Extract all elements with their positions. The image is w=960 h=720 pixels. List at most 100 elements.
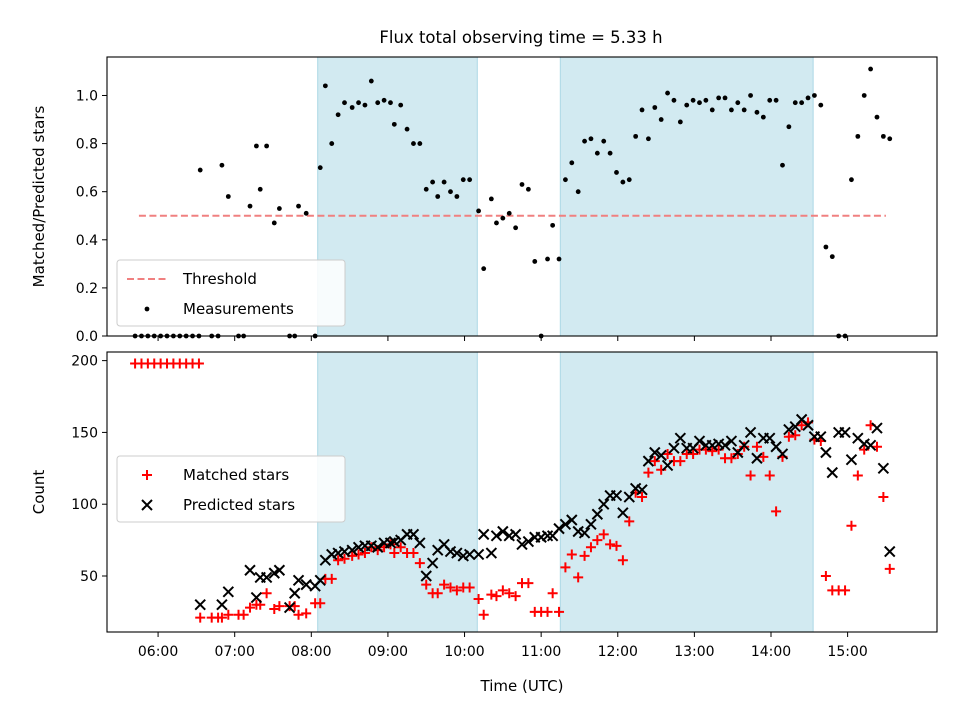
data-point — [408, 548, 419, 559]
data-point — [257, 186, 263, 192]
data-point — [569, 160, 575, 166]
data-point — [786, 124, 792, 130]
data-point — [760, 114, 766, 120]
x-tick-label: 09:00 — [368, 644, 408, 660]
y-tick-label: 0.4 — [76, 233, 98, 249]
top-panel-frame — [106, 56, 938, 337]
data-point — [707, 446, 718, 457]
data-point — [637, 492, 648, 503]
x-tick-label: 14:00 — [751, 644, 791, 660]
data-point — [668, 442, 680, 454]
data-point — [513, 225, 519, 231]
data-point — [805, 95, 811, 101]
data-point — [636, 484, 648, 496]
data-point — [780, 162, 785, 168]
data-point — [845, 453, 858, 466]
data-point — [342, 100, 347, 106]
data-point — [764, 432, 776, 444]
data-point — [216, 612, 227, 623]
data-point — [391, 121, 397, 127]
x-tick-label: 11:00 — [521, 644, 561, 660]
data-point — [366, 542, 377, 553]
data-point — [823, 244, 829, 250]
data-point — [559, 518, 572, 531]
y-tick-label: 0.6 — [76, 185, 98, 201]
x-tick-label: 15:00 — [827, 644, 867, 660]
data-point — [585, 518, 597, 531]
data-point — [839, 426, 851, 439]
data-point — [293, 609, 304, 620]
top-panel: 0.0 0.2 0.4 0.6 0.8 1.0 Matched/Predicted star… — [30, 56, 938, 345]
data-point — [497, 585, 508, 596]
y-tick-label: 0.8 — [76, 137, 98, 153]
data-point — [820, 571, 831, 581]
data-point — [661, 459, 674, 472]
data-point — [642, 455, 655, 467]
data-point — [473, 593, 484, 604]
data-point — [598, 498, 610, 510]
data-point — [573, 572, 584, 583]
data-point — [362, 102, 368, 108]
data-point — [799, 100, 805, 106]
legend-marker — [142, 470, 152, 480]
data-point — [776, 448, 789, 460]
data-point — [578, 527, 591, 539]
data-point — [655, 449, 667, 462]
data-point — [283, 601, 296, 614]
data-point — [516, 538, 528, 551]
data-point — [748, 93, 753, 98]
data-point — [605, 539, 616, 550]
data-point — [829, 254, 835, 260]
x-tick-label: 13:00 — [674, 644, 714, 660]
data-point — [289, 587, 301, 599]
data-point — [614, 170, 619, 175]
y-axis-label: Matched/Predicted stars — [30, 106, 48, 288]
data-point — [719, 439, 731, 452]
data-point — [411, 141, 416, 146]
data-point — [300, 578, 312, 591]
data-point — [880, 133, 886, 139]
data-point — [745, 470, 756, 481]
data-point — [500, 215, 506, 221]
data-point — [472, 548, 485, 561]
data-point — [250, 591, 263, 604]
data-point — [818, 102, 824, 108]
data-point — [194, 599, 206, 611]
data-point — [430, 179, 436, 185]
data-point — [754, 109, 760, 115]
x-tick-label: 12:00 — [598, 644, 638, 660]
data-point — [773, 97, 779, 103]
data-point — [735, 100, 741, 106]
data-point — [732, 448, 743, 459]
data-point — [815, 431, 827, 443]
data-point — [296, 203, 301, 209]
data-point — [560, 562, 571, 573]
data-point — [368, 78, 374, 84]
data-point — [624, 516, 635, 527]
data-point — [792, 100, 798, 106]
data-point — [575, 189, 581, 195]
data-point — [398, 102, 404, 108]
data-point — [547, 588, 558, 599]
data-point — [404, 126, 410, 132]
data-point — [460, 177, 466, 183]
data-point — [481, 266, 487, 272]
data-point — [317, 165, 323, 171]
data-point — [658, 117, 664, 122]
data-point — [566, 514, 578, 526]
chart-panels: 0.0 0.2 0.4 0.6 0.8 1.0 Matched/Predicted star… — [30, 56, 938, 695]
data-point — [271, 220, 277, 226]
data-point — [665, 90, 670, 96]
data-point — [725, 435, 738, 447]
data-point — [339, 553, 350, 564]
data-point — [594, 150, 600, 156]
data-point — [247, 203, 253, 209]
data-point — [812, 93, 817, 98]
data-point — [684, 102, 690, 108]
data-point — [435, 194, 441, 199]
data-point — [445, 582, 456, 593]
data-point — [826, 466, 838, 479]
data-point — [675, 456, 686, 467]
data-point — [244, 564, 256, 576]
data-point — [790, 430, 801, 441]
